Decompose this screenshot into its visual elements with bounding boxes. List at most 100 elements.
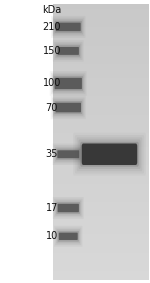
Bar bbox=[53, 87, 149, 92]
FancyBboxPatch shape bbox=[53, 19, 83, 35]
FancyBboxPatch shape bbox=[82, 143, 137, 165]
Text: 100: 100 bbox=[43, 78, 61, 89]
Bar bbox=[53, 138, 149, 142]
Bar bbox=[53, 179, 149, 184]
Bar bbox=[53, 170, 149, 174]
Text: 70: 70 bbox=[46, 102, 58, 113]
FancyBboxPatch shape bbox=[54, 101, 82, 114]
Bar bbox=[53, 41, 149, 46]
Bar bbox=[53, 50, 149, 55]
FancyBboxPatch shape bbox=[51, 16, 86, 38]
Bar bbox=[53, 124, 149, 128]
Bar bbox=[53, 211, 149, 216]
FancyBboxPatch shape bbox=[55, 200, 81, 216]
Text: 35: 35 bbox=[46, 149, 58, 159]
FancyBboxPatch shape bbox=[56, 229, 80, 243]
Bar bbox=[53, 18, 149, 23]
FancyBboxPatch shape bbox=[51, 96, 86, 119]
Bar bbox=[53, 55, 149, 59]
Bar bbox=[53, 198, 149, 202]
Bar bbox=[53, 9, 149, 13]
Bar bbox=[53, 184, 149, 188]
FancyBboxPatch shape bbox=[56, 103, 81, 112]
Bar bbox=[53, 271, 149, 276]
Text: 10: 10 bbox=[46, 231, 58, 241]
Bar bbox=[53, 59, 149, 64]
FancyBboxPatch shape bbox=[59, 233, 78, 240]
Bar bbox=[53, 257, 149, 262]
FancyBboxPatch shape bbox=[53, 99, 83, 116]
FancyBboxPatch shape bbox=[54, 199, 82, 217]
FancyBboxPatch shape bbox=[53, 76, 83, 91]
Text: 150: 150 bbox=[42, 46, 61, 56]
Bar bbox=[53, 156, 149, 161]
Bar bbox=[53, 165, 149, 170]
FancyBboxPatch shape bbox=[51, 73, 86, 94]
FancyBboxPatch shape bbox=[52, 98, 85, 117]
Bar bbox=[53, 266, 149, 271]
Bar bbox=[53, 225, 149, 230]
Bar bbox=[53, 46, 149, 50]
FancyBboxPatch shape bbox=[58, 204, 79, 212]
FancyBboxPatch shape bbox=[54, 226, 82, 247]
FancyBboxPatch shape bbox=[58, 231, 79, 242]
Bar bbox=[53, 174, 149, 179]
Bar bbox=[53, 243, 149, 248]
Bar bbox=[53, 92, 149, 96]
FancyBboxPatch shape bbox=[58, 47, 79, 55]
FancyBboxPatch shape bbox=[55, 78, 82, 89]
FancyBboxPatch shape bbox=[56, 149, 80, 160]
Bar bbox=[53, 234, 149, 239]
FancyBboxPatch shape bbox=[53, 40, 84, 62]
FancyBboxPatch shape bbox=[55, 44, 81, 58]
FancyBboxPatch shape bbox=[56, 45, 80, 57]
Bar bbox=[53, 4, 149, 9]
Bar bbox=[53, 27, 149, 32]
Bar bbox=[53, 220, 149, 225]
Text: 17: 17 bbox=[46, 203, 58, 213]
Bar bbox=[53, 96, 149, 101]
Bar bbox=[53, 69, 149, 73]
FancyBboxPatch shape bbox=[56, 23, 81, 31]
Bar bbox=[53, 101, 149, 106]
Bar bbox=[53, 262, 149, 266]
FancyBboxPatch shape bbox=[53, 197, 84, 219]
Bar bbox=[53, 276, 149, 280]
Bar bbox=[53, 23, 149, 27]
Bar bbox=[53, 193, 149, 198]
Bar bbox=[53, 106, 149, 110]
Bar bbox=[53, 151, 149, 156]
FancyBboxPatch shape bbox=[55, 147, 82, 162]
Bar bbox=[53, 147, 149, 151]
FancyBboxPatch shape bbox=[80, 142, 139, 167]
FancyBboxPatch shape bbox=[50, 71, 87, 96]
Bar bbox=[53, 32, 149, 37]
Bar bbox=[53, 14, 149, 18]
FancyBboxPatch shape bbox=[55, 228, 81, 245]
Bar bbox=[53, 78, 149, 82]
Bar bbox=[53, 239, 149, 243]
Bar bbox=[53, 82, 149, 87]
Bar bbox=[53, 119, 149, 124]
FancyBboxPatch shape bbox=[57, 150, 79, 158]
Text: kDa: kDa bbox=[42, 5, 61, 15]
FancyBboxPatch shape bbox=[55, 21, 82, 33]
FancyBboxPatch shape bbox=[78, 140, 141, 169]
Bar bbox=[53, 142, 149, 147]
FancyBboxPatch shape bbox=[56, 202, 80, 214]
Text: 210: 210 bbox=[42, 22, 61, 32]
Bar bbox=[53, 128, 149, 133]
Bar bbox=[53, 133, 149, 138]
FancyBboxPatch shape bbox=[54, 145, 83, 163]
FancyBboxPatch shape bbox=[52, 18, 84, 36]
FancyBboxPatch shape bbox=[54, 42, 82, 60]
Bar bbox=[53, 188, 149, 193]
Bar bbox=[53, 252, 149, 257]
Bar bbox=[53, 161, 149, 165]
Bar bbox=[53, 230, 149, 234]
Bar bbox=[53, 216, 149, 220]
Bar bbox=[53, 37, 149, 41]
FancyBboxPatch shape bbox=[77, 137, 142, 171]
Bar bbox=[53, 73, 149, 78]
Bar bbox=[53, 207, 149, 211]
